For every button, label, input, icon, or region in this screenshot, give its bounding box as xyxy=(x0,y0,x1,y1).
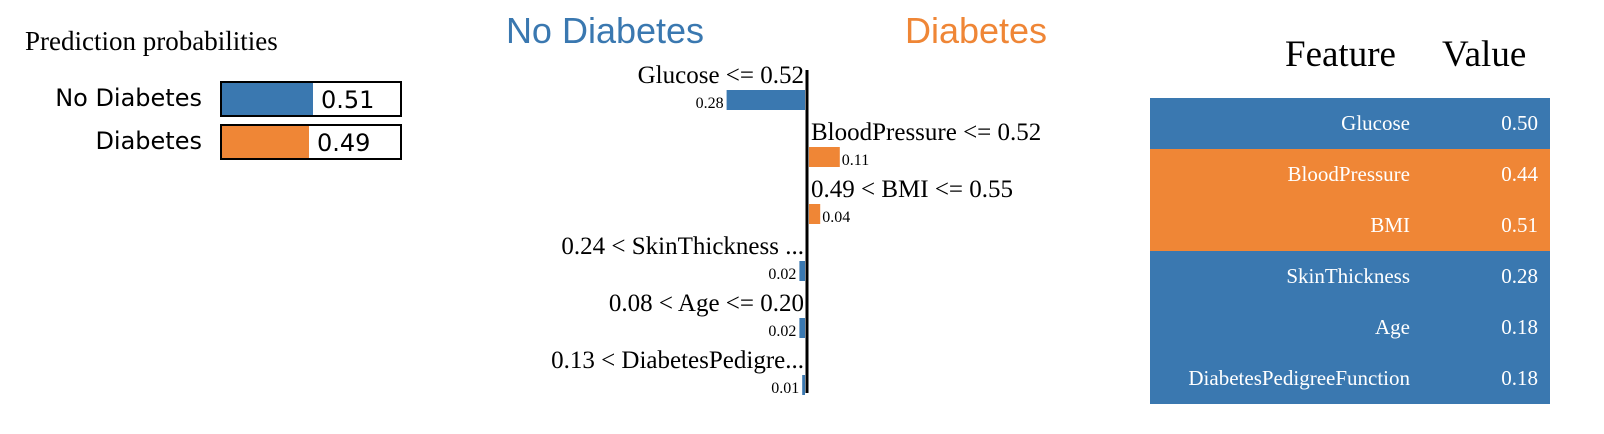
probability-value: 0.49 xyxy=(317,129,371,157)
feature-contribution-bar xyxy=(809,147,840,167)
probability-bar xyxy=(222,126,309,158)
table-cell-feature: Glucose xyxy=(1341,111,1410,135)
feature-weight-label: 0.04 xyxy=(822,209,850,226)
feature-weight-label: 0.02 xyxy=(768,323,796,340)
prediction-probabilities-panel: Prediction probabilities No Diabetes 0.5… xyxy=(0,0,420,200)
table-cell-feature: Age xyxy=(1375,315,1410,339)
probability-label: No Diabetes xyxy=(55,84,202,112)
probability-bar xyxy=(222,83,313,115)
feature-contribution-bar xyxy=(802,375,805,395)
table-row: Age 0.18 xyxy=(1150,302,1550,353)
table-cell-value: 0.44 xyxy=(1501,162,1538,186)
table-cell-value: 0.28 xyxy=(1501,264,1538,288)
table-cell-value: 0.18 xyxy=(1501,366,1538,390)
table-row: BloodPressure 0.44 xyxy=(1150,149,1550,200)
table-cell-feature: BMI xyxy=(1370,213,1410,237)
feature-weight-label: 0.02 xyxy=(768,266,796,283)
feature-weight-label: 0.01 xyxy=(771,380,799,397)
feature-condition-label: BloodPressure <= 0.52 xyxy=(811,119,1041,146)
probability-value: 0.51 xyxy=(321,86,375,114)
table-row: SkinThickness 0.28 xyxy=(1150,251,1550,302)
prediction-probabilities-title: Prediction probabilities xyxy=(25,26,278,56)
table-cell-feature: DiabetesPedigreeFunction xyxy=(1188,366,1410,390)
table-cell-value: 0.18 xyxy=(1501,315,1538,339)
feature-weight-label: 0.11 xyxy=(842,152,869,169)
table-row: DiabetesPedigreeFunction 0.18 xyxy=(1150,353,1550,404)
feature-value-table: Feature Value Glucose 0.50 BloodPressure… xyxy=(1150,0,1550,434)
feature-contribution-bar xyxy=(726,90,805,110)
table-cell-feature: SkinThickness xyxy=(1286,264,1410,288)
feature-weight-label: 0.28 xyxy=(696,95,724,112)
class-label-no-diabetes: No Diabetes xyxy=(506,10,704,51)
feature-contribution-chart: No Diabetes Diabetes Glucose <= 0.52 0.28… xyxy=(506,10,1047,397)
table-cell-feature: BloodPressure xyxy=(1287,162,1411,186)
feature-condition-label: 0.49 < BMI <= 0.55 xyxy=(811,176,1013,203)
table-header-feature: Feature xyxy=(1285,34,1396,75)
probability-label: Diabetes xyxy=(95,127,202,155)
probability-bar-frame: 0.51 xyxy=(220,81,402,117)
feature-contribution-bar xyxy=(799,318,805,338)
probability-row-no-diabetes: No Diabetes 0.51 xyxy=(0,81,420,117)
feature-contribution-bar xyxy=(809,204,821,224)
table-row: BMI 0.51 xyxy=(1150,200,1550,251)
feature-contribution-bar xyxy=(799,261,805,281)
feature-condition-label: 0.08 < Age <= 0.20 xyxy=(609,290,804,317)
feature-condition-label: Glucose <= 0.52 xyxy=(638,62,804,89)
table-header-value: Value xyxy=(1442,34,1527,75)
feature-condition-label: 0.24 < SkinThickness ... xyxy=(561,233,804,260)
table-cell-value: 0.51 xyxy=(1501,213,1538,237)
table-row: Glucose 0.50 xyxy=(1150,98,1550,149)
feature-condition-label: 0.13 < DiabetesPedigre... xyxy=(551,347,804,374)
probability-bar-frame: 0.49 xyxy=(220,124,402,160)
class-label-diabetes: Diabetes xyxy=(905,10,1047,51)
probability-row-diabetes: Diabetes 0.49 xyxy=(0,124,420,160)
table-cell-value: 0.50 xyxy=(1501,111,1538,135)
